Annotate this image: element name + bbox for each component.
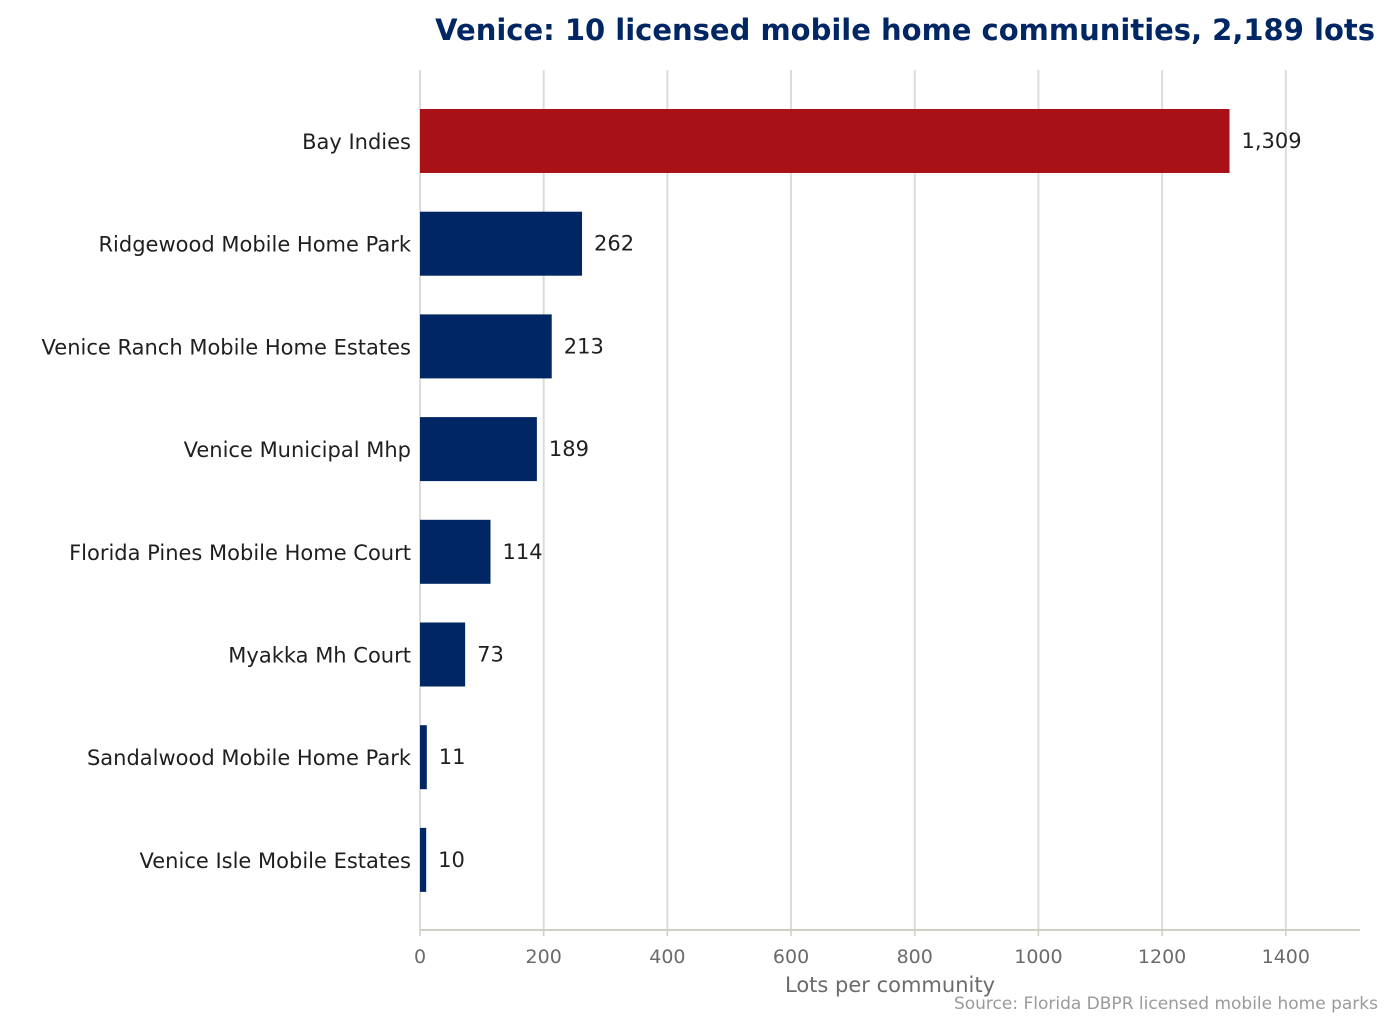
bar bbox=[420, 109, 1230, 173]
x-axis-title: Lots per community bbox=[785, 973, 995, 997]
category-label: Venice Ranch Mobile Home Estates bbox=[42, 335, 411, 359]
x-tick-label: 0 bbox=[414, 946, 426, 968]
category-label: Florida Pines Mobile Home Court bbox=[69, 541, 411, 565]
bar bbox=[420, 725, 427, 790]
bars bbox=[420, 109, 1230, 892]
x-tick-label: 200 bbox=[526, 946, 562, 968]
value-labels: 1,309 262 213 189 114 73 11 10 bbox=[438, 129, 1301, 872]
x-axis-ticks: 0 200 400 600 800 1000 1200 1400 bbox=[414, 930, 1310, 968]
category-labels: Bay Indies Ridgewood Mobile Home Park Veni… bbox=[42, 130, 412, 873]
x-tick-label: 1000 bbox=[1014, 946, 1062, 968]
value-label: 213 bbox=[564, 334, 604, 358]
category-label: Venice Isle Mobile Estates bbox=[140, 849, 411, 873]
value-label: 11 bbox=[439, 745, 466, 769]
bar bbox=[420, 314, 552, 379]
category-label: Sandalwood Mobile Home Park bbox=[87, 746, 412, 770]
bar bbox=[420, 417, 537, 482]
x-tick-label: 1200 bbox=[1138, 946, 1186, 968]
bar bbox=[420, 622, 466, 687]
category-label: Bay Indies bbox=[302, 130, 411, 154]
bar bbox=[420, 211, 583, 276]
value-label: 10 bbox=[438, 848, 465, 872]
category-label: Ridgewood Mobile Home Park bbox=[98, 233, 411, 257]
value-label: 1,309 bbox=[1242, 129, 1302, 153]
grid-lines bbox=[419, 70, 1287, 930]
category-label: Myakka Mh Court bbox=[228, 644, 411, 668]
value-label: 262 bbox=[594, 232, 634, 256]
x-tick-label: 600 bbox=[773, 946, 809, 968]
chart-title: Venice: 10 licensed mobile home communit… bbox=[435, 13, 1375, 47]
x-tick-label: 400 bbox=[649, 946, 685, 968]
bar bbox=[420, 827, 427, 892]
x-tick-label: 1400 bbox=[1262, 946, 1310, 968]
value-label: 73 bbox=[477, 643, 504, 667]
source-note: Source: Florida DBPR licensed mobile hom… bbox=[954, 994, 1378, 1014]
x-tick-label: 800 bbox=[897, 946, 933, 968]
category-label: Venice Municipal Mhp bbox=[184, 438, 411, 462]
bar bbox=[420, 519, 491, 584]
value-label: 114 bbox=[503, 540, 543, 564]
value-label: 189 bbox=[549, 437, 589, 461]
